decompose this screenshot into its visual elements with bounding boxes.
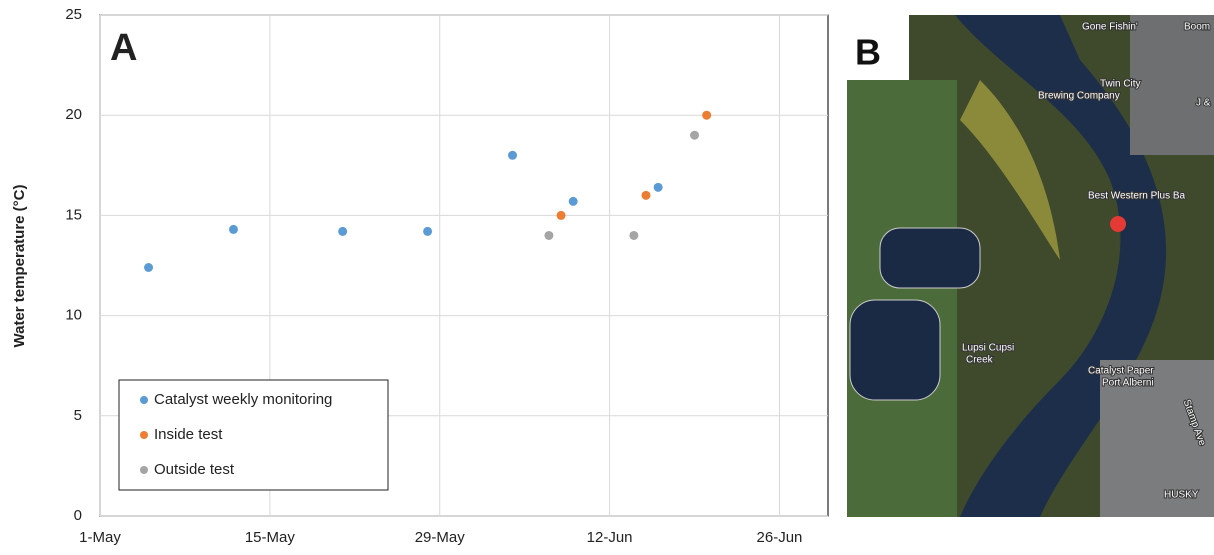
figure: A Water temperature (°C) B Gone Fishin' … bbox=[0, 0, 1214, 550]
pond bbox=[880, 228, 980, 288]
legend-label: Outside test bbox=[154, 461, 235, 478]
point bbox=[229, 225, 238, 234]
panel-label: A bbox=[110, 27, 137, 69]
legend-label: Catalyst weekly monitoring bbox=[154, 391, 332, 408]
x-tick-label: 1-May bbox=[79, 529, 121, 546]
map: B Gone Fishin' Boom Twin City Brewing Co… bbox=[847, 15, 1214, 517]
point bbox=[338, 227, 347, 236]
legend-swatch bbox=[140, 396, 148, 404]
legend-label: Inside test bbox=[154, 426, 223, 443]
legend-swatch bbox=[140, 466, 148, 474]
y-tick-label: 20 bbox=[65, 106, 82, 123]
x-tick-label: 15-May bbox=[245, 529, 296, 546]
y-tick-label: 5 bbox=[74, 407, 82, 424]
point bbox=[144, 263, 153, 272]
x-tick-label: 29-May bbox=[415, 529, 466, 546]
point bbox=[654, 183, 663, 192]
point bbox=[569, 197, 578, 206]
x-tick-label: 12-Jun bbox=[587, 529, 633, 546]
legend-swatch bbox=[140, 431, 148, 439]
map-label: Catalyst Paper bbox=[1088, 366, 1154, 377]
map-label: Twin City bbox=[1100, 79, 1141, 90]
map-label: HUSKY bbox=[1164, 490, 1199, 501]
point bbox=[508, 151, 517, 160]
y-tick-label: 25 bbox=[65, 6, 82, 23]
town bbox=[1130, 15, 1214, 155]
pond bbox=[850, 300, 940, 400]
map-label: Boom bbox=[1184, 22, 1210, 33]
point bbox=[629, 231, 638, 240]
y-axis-label: Water temperature (°C) bbox=[11, 185, 28, 348]
map-label: Lupsi Cupsi bbox=[962, 343, 1014, 354]
point bbox=[702, 111, 711, 120]
y-tick-label: 10 bbox=[65, 307, 82, 324]
point bbox=[557, 211, 566, 220]
map-label: Best Western Plus Ba bbox=[1088, 191, 1186, 202]
map-label: Brewing Company bbox=[1038, 91, 1120, 102]
map-label: Creek bbox=[966, 355, 994, 366]
x-tick-label: 26-Jun bbox=[757, 529, 803, 546]
point bbox=[423, 227, 432, 236]
map-label: J & bbox=[1196, 98, 1211, 109]
y-tick-label: 0 bbox=[74, 507, 82, 524]
panel-label: B bbox=[855, 32, 881, 73]
point bbox=[544, 231, 553, 240]
point bbox=[642, 191, 651, 200]
map-label: Gone Fishin' bbox=[1082, 22, 1138, 33]
map-left bbox=[847, 80, 957, 517]
y-tick-label: 15 bbox=[65, 206, 82, 223]
map-label: Port Alberni bbox=[1102, 378, 1154, 389]
point bbox=[690, 131, 699, 140]
